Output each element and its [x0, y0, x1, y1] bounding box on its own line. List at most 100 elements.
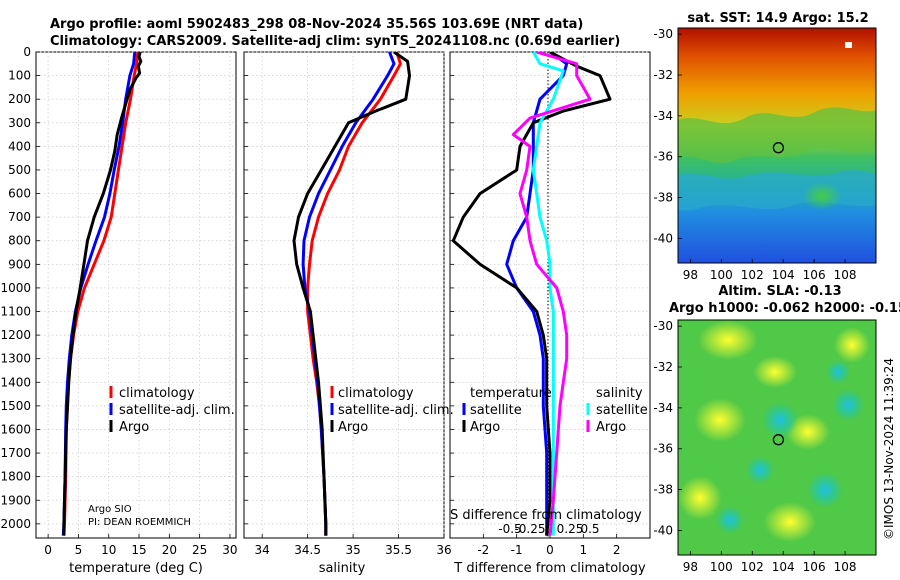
legend-salinity-title: salinity: [596, 386, 643, 401]
s-diff-tick-label: 0.5: [580, 522, 599, 536]
map-ytick-label: -30: [653, 27, 673, 41]
map-xtick-label: 108: [834, 560, 857, 574]
s-difference-tick-labels: -0.5-0.25 0 0.250.5: [498, 522, 599, 536]
sla-high: [753, 356, 797, 388]
series-line-salinity-satellite: [531, 52, 565, 536]
sla-map-subtitle: Argo h1000: -0.062 h2000: -0.15: [669, 301, 900, 316]
map-xtick-label: 104: [772, 268, 795, 282]
pi-annotation-line2: PI: DEAN ROEMMICH: [88, 517, 191, 528]
legend-temperature-title: temperature: [470, 386, 552, 401]
salinity-xlabel: salinity: [319, 561, 366, 576]
map-xtick-label: 106: [803, 268, 826, 282]
xtick-label: 34.5: [294, 543, 321, 557]
temperature-tick-labels: 0 5 10 15 20 25 30: [44, 543, 237, 557]
difference-xlabel: T difference from climatology: [453, 561, 646, 576]
temperature-panel: [35, 51, 237, 539]
sla-high: [678, 476, 722, 520]
depth-tick-labels: 0 100 200 300 400 500 600 700 800 900 1000 1100 1200…: [0, 45, 31, 531]
ytick-label: 1800: [0, 470, 31, 484]
sla-high: [698, 320, 758, 360]
ytick-label: 1400: [0, 375, 31, 389]
s-diff-tick-label: -0.25: [514, 522, 545, 536]
pi-annotation-line1: Argo SIO: [88, 504, 132, 515]
map-ytick-label: -30: [653, 319, 673, 333]
sst-heatmap: [677, 27, 877, 264]
legend-temp-satellite-label: satellite: [470, 403, 522, 418]
xtick-label: 2: [613, 543, 621, 557]
series-line-argo: [62, 52, 143, 536]
sla-high: [834, 327, 870, 363]
difference-temperature-legend: temperature satellite Argo: [462, 386, 552, 435]
map-ytick-label: -34: [653, 109, 673, 123]
map-xtick-label: 102: [741, 268, 764, 282]
legend-sal-argo-label: Argo: [596, 420, 626, 435]
xtick-label: -2: [477, 543, 489, 557]
sst-map-frame: [677, 27, 877, 264]
xtick-label: 34: [255, 543, 270, 557]
map-ytick-label: -32: [653, 68, 673, 82]
ytick-label: 1600: [0, 422, 31, 436]
map-ytick-label: -36: [653, 442, 673, 456]
xtick-label: 15: [131, 543, 146, 557]
ytick-label: 1700: [0, 446, 31, 460]
map-ytick-label: -32: [653, 360, 673, 374]
legend-satellite-label: satellite-adj. clim.: [119, 403, 235, 418]
map-xtick-label: 100: [710, 560, 733, 574]
sla-map-frame: [677, 319, 877, 556]
temperature-series: [61, 52, 143, 536]
sla-heatmap: [677, 319, 877, 556]
sla-low: [807, 472, 843, 508]
salinity-series: [292, 52, 411, 536]
figure-title-line1: Argo profile: aoml 5902483_298 08-Nov-20…: [50, 17, 583, 32]
ytick-label: 100: [8, 69, 31, 83]
map-xtick-label: 102: [741, 560, 764, 574]
legend-argo-label: Argo: [119, 420, 149, 435]
sla-map-title: Altim. SLA: -0.13: [718, 284, 841, 299]
sst-eddy: [802, 182, 842, 210]
map-ytick-label: -38: [653, 483, 673, 497]
sla-high: [764, 502, 816, 542]
map-ytick-label: -36: [653, 150, 673, 164]
series-line-salinity-argo: [511, 52, 592, 536]
ytick-label: 0: [23, 45, 31, 59]
ytick-label: 700: [8, 210, 31, 224]
map-xtick-label: 100: [710, 268, 733, 282]
xtick-label: 0: [546, 543, 554, 557]
ytick-label: 200: [8, 92, 31, 106]
series-line-temperature-satellite: [505, 52, 569, 536]
sst-argo-location-marker: [772, 142, 785, 154]
map-xtick-label: 106: [803, 560, 826, 574]
ytick-label: 1100: [0, 305, 31, 319]
map-xtick-label: 98: [683, 268, 698, 282]
sla-low: [716, 506, 744, 534]
legend-climatology-label: climatology: [338, 386, 414, 401]
sla-argo-location-marker: [772, 434, 785, 446]
legend-climatology-label: climatology: [119, 386, 195, 401]
ytick-label: 500: [8, 163, 31, 177]
difference-tick-labels: -2 -1 0 1 2: [477, 543, 620, 557]
difference-series: [451, 52, 612, 536]
salinity-grid: [244, 51, 445, 538]
legend-temp-argo-label: Argo: [470, 420, 500, 435]
sst-map-ticks: 98 100 102 104 106 108 -30 -32 -34 -36 -38 -40: [653, 27, 856, 282]
ytick-label: 2000: [0, 517, 31, 531]
sst-cool-band: [678, 170, 876, 211]
series-line-argo: [292, 52, 411, 536]
xtick-label: 5: [75, 543, 83, 557]
sst-front: [678, 107, 876, 163]
map-xtick-label: 98: [683, 560, 698, 574]
xtick-label: 0: [44, 543, 52, 557]
map-xtick-label: 104: [772, 560, 795, 574]
map-xtick-label: 108: [834, 268, 857, 282]
ytick-label: 300: [8, 116, 31, 130]
map-ytick-label: -40: [653, 523, 673, 537]
sla-low: [826, 360, 850, 384]
xtick-label: 20: [162, 543, 177, 557]
temperature-xlabel: temperature (deg C): [69, 561, 203, 576]
xtick-label: 1: [580, 543, 588, 557]
legend-satellite-label: satellite-adj. clim.: [338, 403, 454, 418]
sla-low: [762, 402, 798, 438]
figure-title-line2: Climatology: CARS2009. Satellite-adj cli…: [50, 34, 620, 49]
series-line-temperature-argo: [451, 52, 612, 536]
